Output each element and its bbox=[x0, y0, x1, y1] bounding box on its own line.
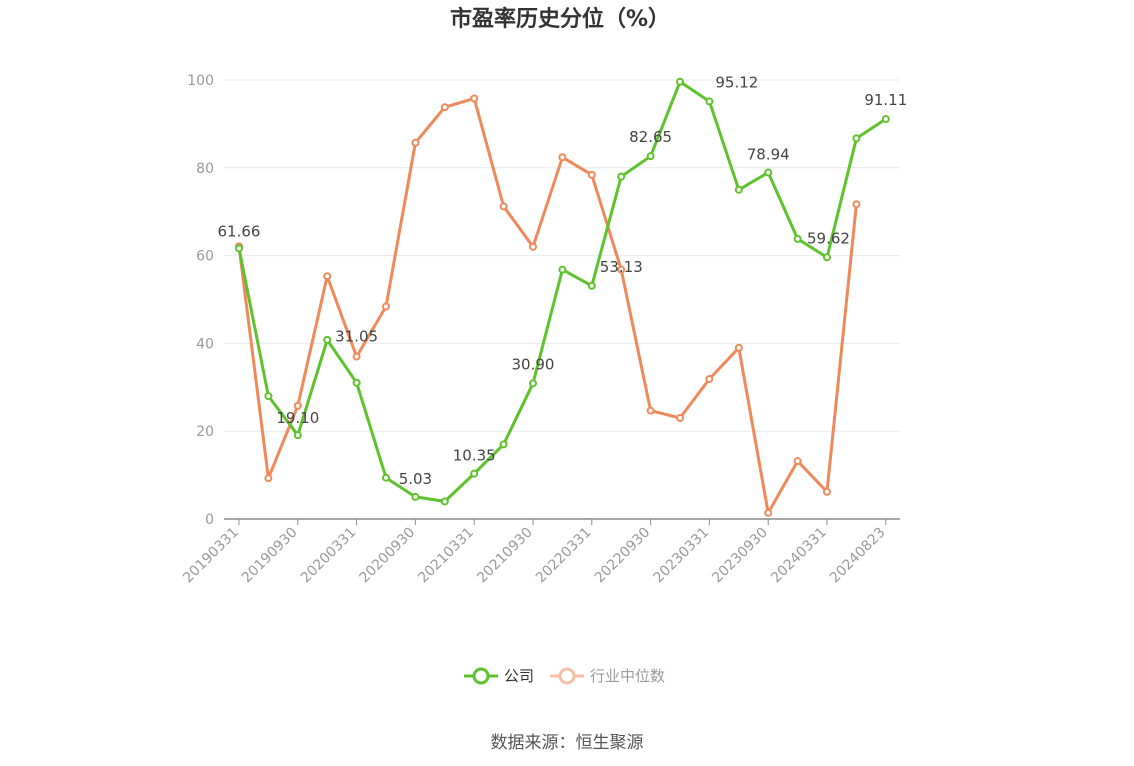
x-tick-label: 20200331 bbox=[298, 525, 360, 587]
data-point bbox=[411, 138, 420, 147]
data-point bbox=[382, 302, 390, 311]
data-point bbox=[734, 185, 743, 194]
data-point bbox=[764, 168, 773, 177]
data-point bbox=[235, 244, 243, 253]
data-point bbox=[646, 406, 655, 415]
data-point bbox=[352, 352, 361, 361]
data-point bbox=[470, 469, 479, 478]
data-label: 5.03 bbox=[399, 470, 432, 488]
series-line bbox=[237, 96, 858, 515]
data-point bbox=[264, 392, 273, 401]
y-tick-label: 0 bbox=[205, 512, 214, 528]
data-point bbox=[764, 508, 773, 517]
data-point bbox=[793, 234, 802, 243]
data-point bbox=[382, 473, 390, 482]
data-point bbox=[558, 265, 567, 274]
series-industry-median bbox=[235, 94, 861, 517]
data-point bbox=[823, 487, 831, 496]
x-tick-label: 20240331 bbox=[768, 525, 830, 587]
data-label: 61.66 bbox=[218, 222, 261, 240]
legend-item-industry-median[interactable]: 行业中位数 bbox=[550, 667, 665, 685]
y-tick-label: 40 bbox=[196, 336, 214, 352]
data-point bbox=[293, 401, 302, 410]
data-label: 31.05 bbox=[335, 328, 378, 346]
data-label: 30.90 bbox=[512, 355, 555, 373]
legend-item-company[interactable]: 公司 bbox=[464, 667, 534, 685]
data-point bbox=[676, 414, 684, 423]
data-point bbox=[470, 94, 479, 103]
data-point bbox=[646, 152, 655, 161]
legend: 公司 行业中位数 bbox=[464, 667, 665, 685]
x-tick-label: 20200930 bbox=[357, 525, 419, 587]
y-tick-label: 100 bbox=[187, 73, 214, 89]
data-point bbox=[587, 170, 596, 179]
grid-lines bbox=[224, 79, 900, 432]
data-point bbox=[499, 202, 508, 211]
data-point bbox=[705, 374, 714, 383]
data-point bbox=[558, 153, 567, 162]
x-tick-label: 20190930 bbox=[239, 525, 301, 587]
data-point bbox=[881, 115, 890, 124]
x-tick-label: 20210930 bbox=[474, 525, 536, 587]
data-point bbox=[323, 335, 332, 344]
data-labels: 61.66 19.10 31.05 5.03 10.35 30.90 53.13 82.65 9… bbox=[218, 73, 908, 487]
x-tick-label: 20220930 bbox=[592, 525, 654, 587]
data-label: 78.94 bbox=[747, 145, 790, 163]
data-point bbox=[617, 265, 626, 274]
data-point bbox=[793, 457, 802, 466]
y-tick-label: 20 bbox=[196, 424, 214, 440]
data-point bbox=[734, 343, 743, 352]
series-company bbox=[235, 77, 890, 506]
data-point bbox=[499, 440, 508, 449]
data-label: 95.12 bbox=[715, 73, 758, 91]
x-tick-label: 20190331 bbox=[180, 525, 242, 587]
data-point bbox=[440, 497, 449, 506]
legend-marker-industry-median bbox=[558, 667, 576, 685]
series-lines bbox=[235, 77, 890, 517]
legend-label-company: 公司 bbox=[504, 667, 534, 685]
data-point bbox=[852, 134, 861, 143]
data-point bbox=[705, 97, 714, 106]
data-point bbox=[852, 200, 861, 209]
data-point bbox=[352, 378, 361, 387]
x-tick-label: 20230930 bbox=[709, 525, 771, 587]
legend-marker-company bbox=[472, 667, 490, 685]
x-tick-label: 20210331 bbox=[415, 525, 477, 587]
data-label: 10.35 bbox=[453, 447, 496, 465]
data-label: 59.62 bbox=[807, 229, 850, 247]
data-point bbox=[617, 172, 626, 181]
y-tick-label: 80 bbox=[196, 161, 214, 177]
data-point bbox=[264, 474, 273, 483]
source-text: 数据来源：恒生聚源 bbox=[491, 733, 644, 753]
data-label: 53.13 bbox=[600, 258, 643, 276]
data-point bbox=[293, 431, 302, 440]
x-tick-label: 20220331 bbox=[533, 525, 595, 587]
data-point bbox=[676, 77, 684, 86]
data-point bbox=[411, 492, 420, 501]
data-point bbox=[529, 242, 537, 251]
axes: 0 20 40 60 80 100 2019033120190930202003312020… bbox=[180, 73, 900, 586]
data-point bbox=[587, 281, 596, 290]
data-point bbox=[823, 253, 831, 262]
legend-label-industry-median: 行业中位数 bbox=[590, 667, 665, 685]
data-point bbox=[440, 103, 449, 112]
data-point bbox=[323, 272, 332, 281]
chart-title: 市盈率历史分位（%） bbox=[450, 6, 670, 32]
data-label: 91.11 bbox=[864, 91, 907, 109]
data-point bbox=[529, 379, 537, 388]
data-label: 19.10 bbox=[276, 409, 319, 427]
x-tick-label: 20240823 bbox=[827, 525, 889, 587]
data-label: 82.65 bbox=[629, 128, 672, 146]
x-tick-label: 20230331 bbox=[651, 525, 713, 587]
y-tick-label: 60 bbox=[196, 249, 214, 265]
